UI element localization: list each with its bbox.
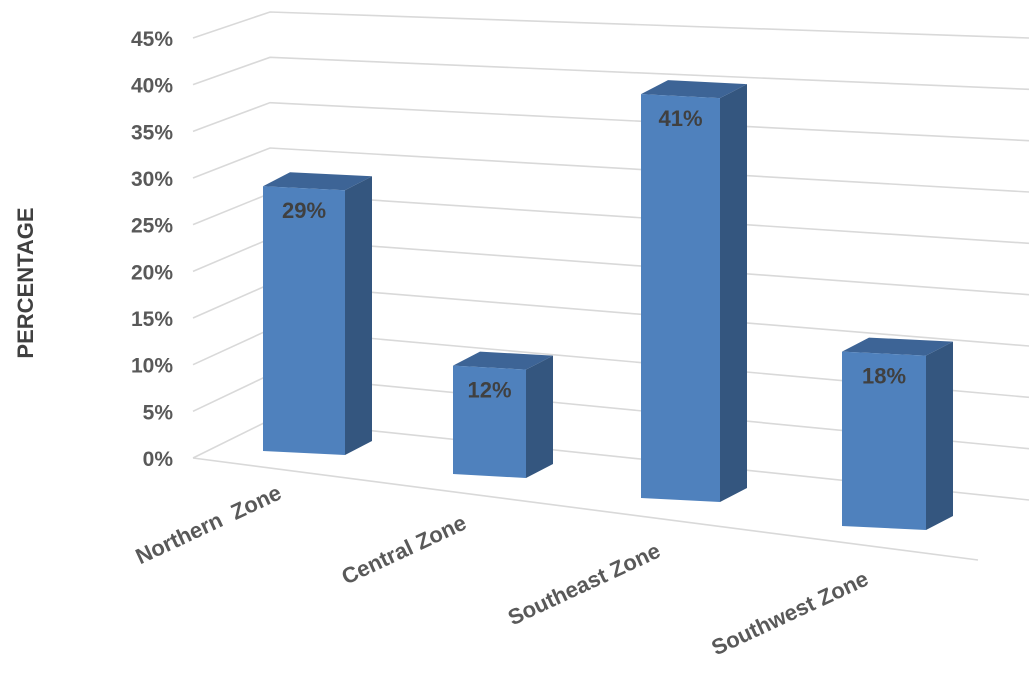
bar-top xyxy=(263,172,372,191)
y-tick-label: 45% xyxy=(131,28,173,51)
gridline xyxy=(192,56,1029,91)
gridline xyxy=(192,11,1029,39)
data-label: 41% xyxy=(658,106,702,131)
floor-edge xyxy=(192,457,979,561)
gridline xyxy=(192,101,1029,142)
category-label: Southwest Zone xyxy=(708,566,873,660)
bar-side xyxy=(526,355,553,478)
y-axis-title: PERCENTAGE xyxy=(13,207,38,358)
bar-side xyxy=(720,84,747,502)
data-labels: 29% 12% 41% 18% xyxy=(282,106,906,403)
bars xyxy=(263,80,953,530)
y-tick-label: 5% xyxy=(143,401,174,424)
bar-front xyxy=(641,94,720,502)
data-label: 29% xyxy=(282,198,326,223)
y-tick-label: 40% xyxy=(131,75,173,98)
bar-front xyxy=(263,186,345,455)
bar xyxy=(263,172,372,455)
bar-top xyxy=(641,80,747,99)
y-tick-label: 0% xyxy=(143,448,174,471)
bar-top xyxy=(842,337,953,356)
category-label: Southeast Zone xyxy=(504,538,664,630)
data-label: 12% xyxy=(467,378,511,403)
data-label: 18% xyxy=(862,364,906,389)
category-label: Central Zone xyxy=(338,510,470,589)
bar-side xyxy=(926,341,953,530)
bar-side xyxy=(345,176,372,455)
bar-top xyxy=(453,351,553,370)
bar-front xyxy=(842,351,926,530)
category-label: Northern Zone xyxy=(132,480,285,569)
category-labels: Northern Zone Central Zone Southeast Zone S… xyxy=(132,480,872,660)
y-tick-label: 25% xyxy=(131,215,173,238)
bar xyxy=(641,80,747,502)
y-tick-label: 30% xyxy=(131,168,173,191)
bar xyxy=(453,351,553,478)
y-tick-label: 35% xyxy=(131,121,173,144)
y-tick-label: 20% xyxy=(131,261,173,284)
bar xyxy=(842,337,953,530)
y-axis-tick-labels: 0% 5% 10% 15% 20% 25% 30% 35% 40% 45% xyxy=(131,28,173,471)
bar-front xyxy=(453,365,526,478)
gridline xyxy=(192,147,1029,193)
y-tick-label: 10% xyxy=(131,355,173,378)
y-tick-label: 15% xyxy=(131,308,173,331)
